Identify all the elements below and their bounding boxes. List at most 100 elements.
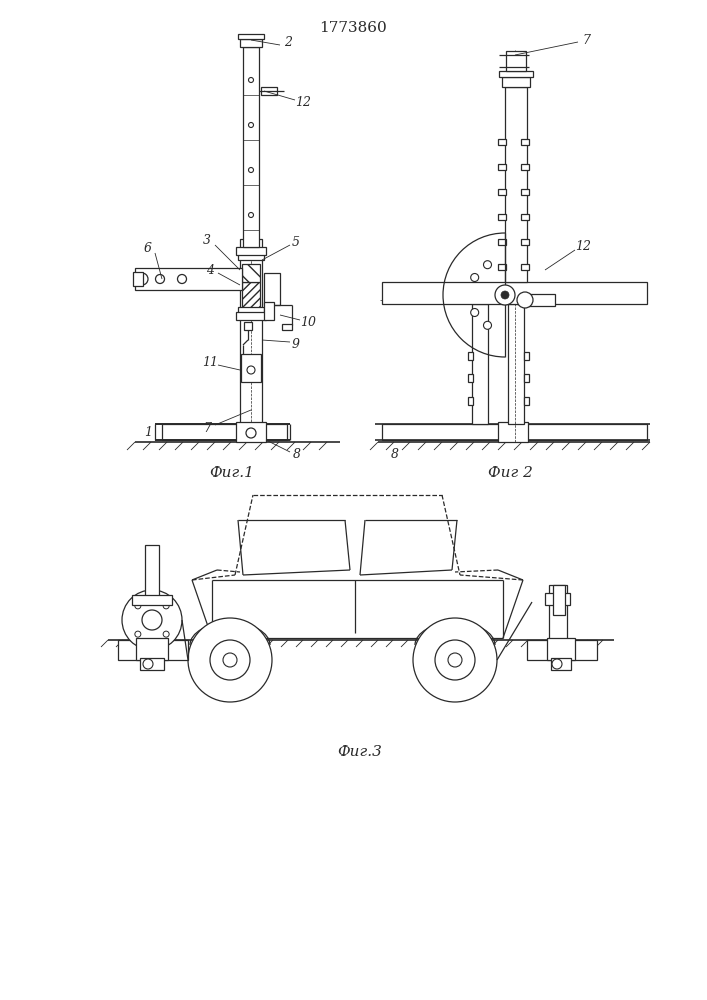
Bar [118, 640, 188, 660]
Circle shape [448, 653, 462, 667]
Bar [505, 87, 527, 282]
Text: Фиг 2: Фиг 2 [488, 466, 532, 480]
Bar [508, 304, 524, 424]
Text: 5: 5 [292, 236, 300, 249]
Bar [240, 239, 262, 424]
Text: 7: 7 [582, 33, 590, 46]
Text: Фиг.3: Фиг.3 [337, 745, 382, 759]
Bar [498, 139, 506, 145]
Bar [162, 424, 287, 440]
Bar [244, 322, 252, 330]
Bar [521, 164, 529, 170]
Bar [382, 282, 647, 304]
Bar [264, 302, 274, 320]
Bar [502, 77, 530, 87]
Circle shape [210, 640, 250, 680]
Circle shape [248, 167, 254, 172]
Circle shape [248, 122, 254, 127]
Circle shape [136, 273, 148, 285]
Text: 12: 12 [575, 240, 591, 253]
Bar [236, 247, 266, 255]
Bar [382, 424, 647, 440]
Bar [243, 47, 259, 247]
Bar [524, 352, 529, 360]
Bar [521, 189, 529, 195]
Text: 11: 11 [202, 357, 218, 369]
Bar [140, 658, 164, 670]
Bar [468, 352, 473, 360]
Text: 1773860: 1773860 [319, 21, 387, 35]
Bar [468, 374, 473, 382]
Bar [498, 214, 506, 220]
Bar [264, 273, 280, 305]
Circle shape [135, 603, 141, 609]
Circle shape [135, 631, 141, 637]
Bar [521, 214, 529, 220]
Bar [527, 640, 597, 660]
Bar [242, 282, 260, 310]
Bar [545, 593, 570, 605]
Bar [498, 189, 506, 195]
Circle shape [248, 78, 254, 83]
Text: 3: 3 [203, 233, 211, 246]
Circle shape [246, 428, 256, 438]
Text: Фиг.1: Фиг.1 [209, 466, 255, 480]
Circle shape [223, 653, 237, 667]
Text: 8: 8 [391, 448, 399, 462]
Text: 6: 6 [144, 241, 152, 254]
Bar [524, 374, 529, 382]
Circle shape [163, 603, 169, 609]
Bar [236, 312, 266, 320]
Circle shape [484, 261, 491, 269]
Bar [525, 294, 555, 306]
Circle shape [471, 273, 479, 282]
Bar [499, 71, 533, 77]
Circle shape [156, 274, 165, 284]
Bar [553, 585, 565, 615]
Bar [145, 545, 159, 600]
Text: 12: 12 [295, 96, 311, 108]
Circle shape [122, 590, 182, 650]
Bar [282, 324, 292, 330]
Bar [498, 264, 506, 270]
Bar [524, 397, 529, 405]
Bar [240, 39, 262, 47]
Circle shape [435, 640, 475, 680]
Text: 9: 9 [292, 338, 300, 351]
Bar [242, 264, 260, 282]
Bar [241, 354, 261, 382]
Bar [468, 397, 473, 405]
Bar [142, 600, 160, 640]
Bar [521, 139, 529, 145]
Bar [498, 422, 528, 442]
Circle shape [143, 659, 153, 669]
Bar [261, 87, 277, 95]
Bar [549, 585, 567, 640]
Bar [498, 164, 506, 170]
Bar [498, 239, 506, 245]
Bar [238, 252, 264, 260]
Bar [551, 658, 571, 670]
Circle shape [517, 292, 533, 308]
Text: 2: 2 [284, 35, 292, 48]
Circle shape [471, 308, 479, 316]
Bar [547, 638, 575, 660]
Circle shape [142, 610, 162, 630]
Text: 1: 1 [144, 426, 152, 438]
Circle shape [163, 631, 169, 637]
Bar [506, 51, 526, 71]
Circle shape [484, 321, 491, 329]
Circle shape [495, 285, 515, 305]
Text: 4: 4 [206, 263, 214, 276]
Circle shape [247, 366, 255, 374]
Bar [136, 638, 168, 660]
Bar [133, 272, 143, 286]
Bar [132, 595, 172, 605]
Bar [238, 34, 264, 39]
Bar [472, 304, 488, 424]
Circle shape [552, 659, 562, 669]
Circle shape [413, 618, 497, 702]
Text: 10: 10 [300, 316, 316, 328]
Bar [238, 307, 264, 315]
Circle shape [177, 274, 187, 284]
